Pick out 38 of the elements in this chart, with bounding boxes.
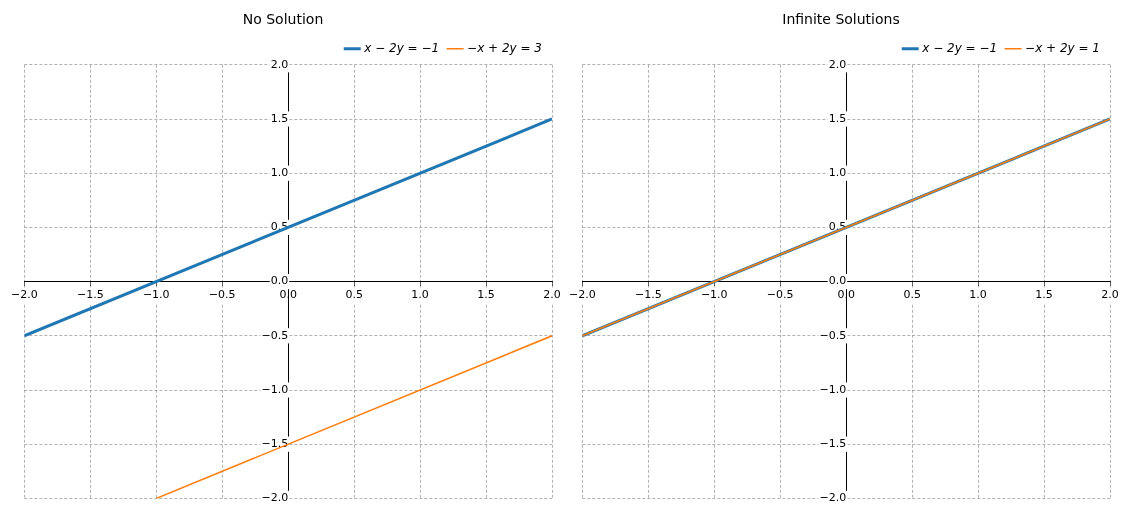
x-tick-label: −0.5	[766, 288, 794, 302]
x-tick-label: 1.0	[411, 288, 429, 302]
legend-label: x − 2y = −1	[363, 40, 440, 55]
y-tick-label: −2.0	[261, 491, 289, 505]
x-tick-label: −2.0	[569, 288, 596, 302]
y-tick-label: 1.5	[270, 111, 289, 125]
x-tick-label: 1.5	[1035, 288, 1053, 302]
y-tick-label: 1.0	[828, 166, 847, 180]
x-tick-label: −1.5	[634, 288, 662, 302]
y-tick-label: −1.0	[261, 382, 289, 396]
y-tick-label: 2.0	[828, 57, 847, 71]
chart-title: No Solution	[242, 11, 324, 28]
x-tick-label: −0.5	[208, 288, 236, 302]
y-tick-label: −2.0	[819, 491, 847, 505]
x-tick-label: 2.0	[543, 288, 561, 302]
x-tick-label: 1.5	[477, 288, 495, 302]
y-tick-label: 2.0	[270, 57, 289, 71]
y-tick-label: 0.0	[270, 274, 289, 288]
y-tick-label: −0.5	[819, 328, 847, 342]
x-tick-label: 0.5	[903, 288, 921, 302]
y-tick-label: 1.5	[828, 111, 847, 125]
y-tick-label: −1.5	[261, 437, 289, 451]
legend-label: −x + 2y = 3	[467, 40, 543, 55]
legend-label: x − 2y = −1	[921, 40, 998, 55]
y-tick-label: 1.0	[270, 166, 289, 180]
y-tick-label: −0.5	[261, 328, 289, 342]
x-tick-label: 2.0	[1101, 288, 1119, 302]
x-tick-label: −1.0	[142, 288, 170, 302]
x-tick-label: −1.5	[76, 288, 104, 302]
x-tick-label: 0.5	[345, 288, 363, 302]
x-tick-label: 1.0	[969, 288, 987, 302]
y-tick-label: 0.0	[828, 274, 847, 288]
x-tick-label: −1.0	[700, 288, 728, 302]
legend-label: −x + 2y = 1	[1025, 40, 1101, 55]
chart-title: Infinite Solutions	[782, 11, 900, 28]
y-tick-label: −1.5	[819, 437, 847, 451]
x-tick-label: −2.0	[11, 288, 38, 302]
y-tick-label: −1.0	[819, 382, 847, 396]
